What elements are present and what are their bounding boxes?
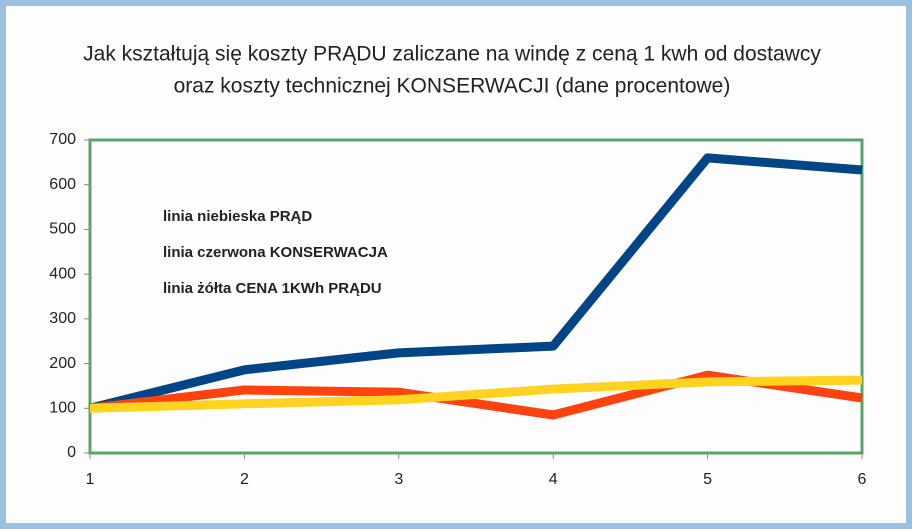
y-tick-label: 100 — [49, 400, 76, 417]
annotation: linia żółta CENA 1KWh PRĄDU — [163, 280, 382, 297]
annotation: linia niebieska PRĄD — [163, 208, 312, 225]
annotation: linia czerwona KONSERWACJA — [163, 244, 388, 261]
y-tick-label: 400 — [49, 265, 76, 282]
y-tick-label: 700 — [49, 131, 76, 148]
data-line — [89, 375, 863, 413]
data-line — [88, 153, 863, 413]
x-tick-label: 3 — [394, 471, 403, 488]
plot-border — [88, 138, 864, 455]
x-tick-label: 1 — [86, 471, 95, 488]
chart-title: oraz koszty technicznej KONSERWACJI (dan… — [174, 75, 731, 98]
x-tick-label: 5 — [703, 471, 712, 488]
x-tick-label: 2 — [240, 471, 249, 488]
y-tick-label: 200 — [49, 355, 76, 372]
y-tick-label: 300 — [49, 310, 76, 327]
y-tick-label: 600 — [49, 176, 76, 193]
chart-title: Jak kształtują się koszty PRĄDU zaliczan… — [83, 43, 821, 66]
x-tick-label: 6 — [858, 471, 867, 488]
x-tick-label: 4 — [549, 471, 558, 488]
y-tick-label: 0 — [67, 444, 76, 461]
y-tick-label: 500 — [49, 221, 76, 238]
